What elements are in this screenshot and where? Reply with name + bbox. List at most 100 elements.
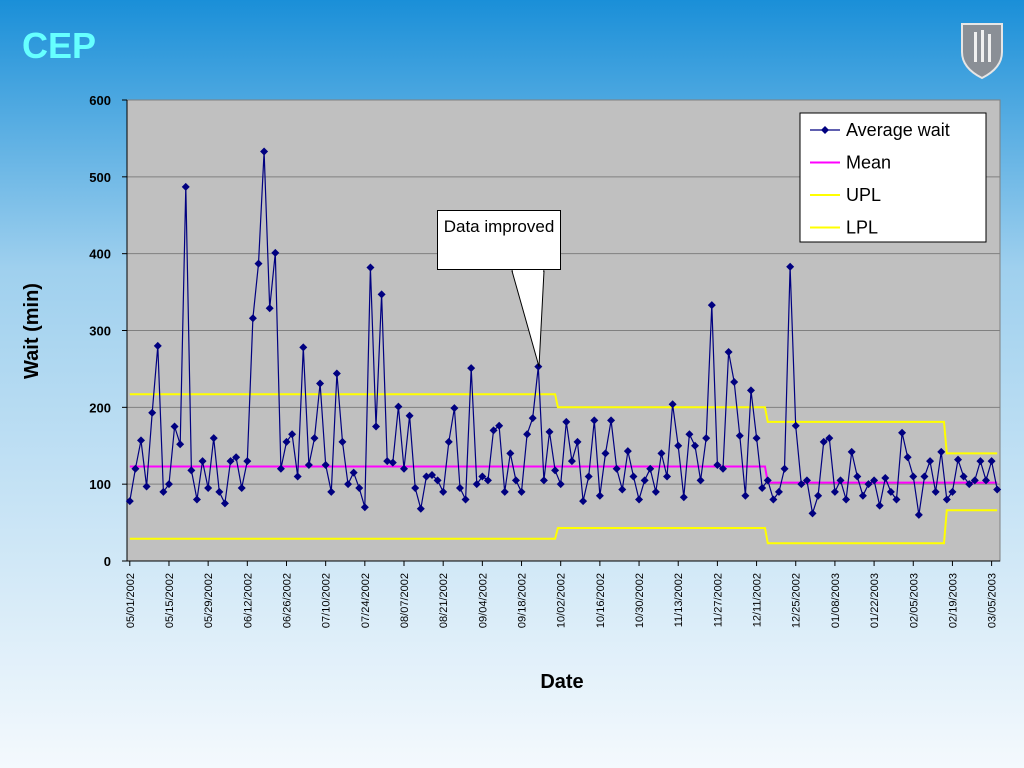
data-point [679,493,688,502]
data-point [718,464,727,473]
x-tick-label: 08/07/2002 [399,573,411,628]
data-point [730,377,739,386]
data-point [618,485,627,494]
legend: Average wait Mean UPL LPL [799,112,987,243]
data-point [814,491,823,500]
legend-marker [821,126,829,134]
data-point [377,290,386,299]
data-point [629,472,638,481]
data-point [534,362,543,371]
data-point [545,427,554,436]
data-point [321,460,330,469]
data-point [243,457,252,466]
data-point [237,484,246,493]
data-point [707,301,716,310]
data-point [668,400,677,409]
data-point [427,470,436,479]
legend-label: Mean [846,153,891,173]
data-point [383,457,392,466]
data-point [746,386,755,395]
data-point [791,421,800,430]
data-point [802,476,811,485]
data-point [316,379,325,388]
data-point [153,341,162,350]
data-point [752,434,761,443]
x-tick-label: 11/13/2002 [673,573,685,627]
data-point [853,472,862,481]
data-point [870,476,879,485]
data-point [562,417,571,426]
data-point [450,404,459,413]
data-point [595,491,604,500]
data-point [836,476,845,485]
series-line [129,465,998,484]
data-point [170,422,179,431]
data-point [903,453,912,462]
data-point [758,484,767,493]
legend-label: LPL [846,218,878,238]
data-point [601,449,610,458]
data-point [674,441,683,450]
x-tick-label: 01/08/2003 [830,573,842,628]
slide-title: CEP [22,25,96,66]
data-point [439,487,448,496]
data-point [226,457,235,466]
data-point [478,472,487,481]
logo [961,23,1003,80]
x-tick-label: 05/01/2002 [125,573,137,628]
x-tick-label: 05/15/2002 [164,573,176,628]
legend-label: Average wait [846,120,950,140]
data-point [567,457,576,466]
data-point [920,472,929,481]
data-point [892,495,901,504]
data-point [724,348,733,357]
data-point [825,434,834,443]
series-line [129,393,998,455]
data-point [433,476,442,485]
data-point [959,472,968,481]
data-point [405,411,414,420]
data-point [232,453,241,462]
data-point [556,480,565,489]
data-point [909,472,918,481]
x-tick-label: 10/02/2002 [556,573,568,628]
data-point [847,447,856,456]
x-tick-label: 08/21/2002 [438,573,450,628]
data-point [254,259,263,268]
data-point [780,464,789,473]
data-point [808,509,817,518]
data-point [702,434,711,443]
data-point [635,495,644,504]
data-point [444,437,453,446]
data-point [204,484,213,493]
data-point [416,504,425,513]
data-point [332,369,341,378]
data-point [842,495,851,504]
data-point [875,501,884,510]
data-point [612,464,621,473]
x-tick-label: 06/12/2002 [242,573,254,628]
data-point [511,476,520,485]
data-point [523,430,532,439]
data-point [976,457,985,466]
data-point [713,460,722,469]
data-point [327,487,336,496]
data-point [142,482,151,491]
x-tick-label: 03/05/2003 [987,573,999,628]
x-tick-label: 02/05/2003 [908,573,920,628]
data-point [579,497,588,506]
legend-label: UPL [846,185,881,205]
data-point [898,428,907,437]
data-point [982,476,991,485]
x-tick-label: 12/25/2002 [791,573,803,628]
data-point [942,495,951,504]
data-point [131,464,140,473]
y-tick-label: 0 [104,554,111,569]
data-point [164,480,173,489]
data-point [489,426,498,435]
data-point [696,476,705,485]
data-point [276,464,285,473]
data-point [198,457,207,466]
y-tick-label: 600 [89,93,111,108]
